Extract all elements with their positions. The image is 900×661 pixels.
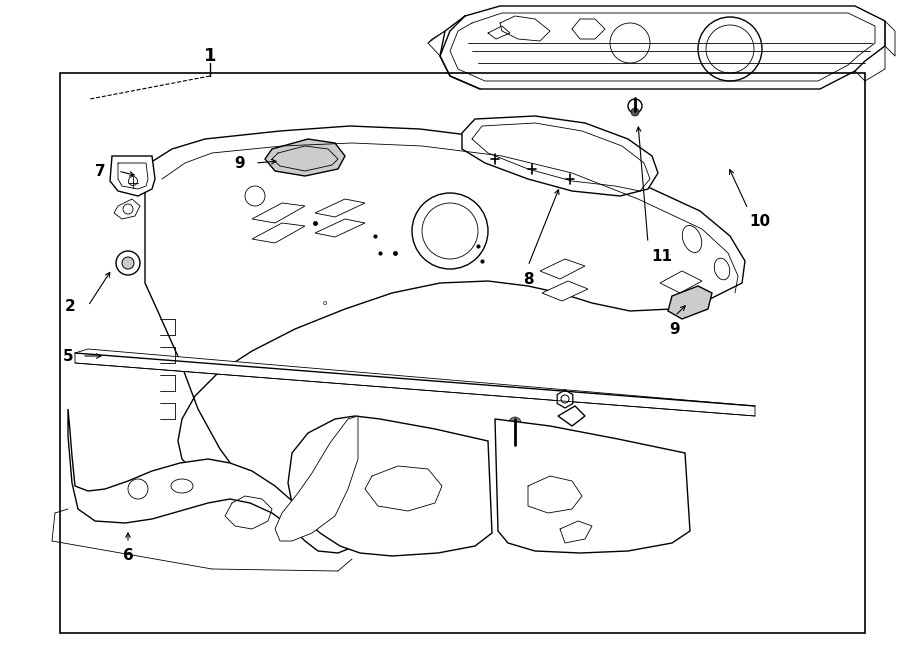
- Polygon shape: [660, 271, 702, 293]
- Polygon shape: [557, 390, 572, 408]
- Text: 6: 6: [122, 549, 133, 563]
- Polygon shape: [75, 349, 755, 416]
- Polygon shape: [145, 126, 745, 481]
- Polygon shape: [114, 199, 140, 219]
- Text: 9: 9: [670, 321, 680, 336]
- Text: 10: 10: [750, 214, 770, 229]
- Polygon shape: [265, 139, 345, 176]
- Polygon shape: [275, 416, 358, 541]
- Polygon shape: [558, 406, 585, 426]
- Text: 11: 11: [652, 249, 672, 264]
- Text: 8: 8: [523, 272, 534, 286]
- Text: o: o: [323, 300, 327, 306]
- Circle shape: [122, 257, 134, 269]
- Polygon shape: [315, 199, 365, 217]
- Text: 2: 2: [65, 299, 76, 313]
- Circle shape: [631, 108, 639, 116]
- Text: 1: 1: [203, 47, 216, 65]
- Circle shape: [509, 417, 521, 429]
- Polygon shape: [542, 281, 588, 301]
- Bar: [60, 73, 865, 633]
- Polygon shape: [495, 419, 690, 553]
- Text: 9: 9: [235, 155, 246, 171]
- Text: 5: 5: [63, 348, 73, 364]
- Polygon shape: [668, 286, 712, 319]
- Polygon shape: [462, 116, 658, 196]
- Polygon shape: [68, 409, 355, 553]
- Polygon shape: [540, 259, 585, 279]
- Polygon shape: [315, 219, 365, 237]
- Text: 7: 7: [94, 163, 105, 178]
- Polygon shape: [288, 416, 492, 556]
- Polygon shape: [110, 156, 155, 196]
- Polygon shape: [252, 203, 305, 223]
- Polygon shape: [252, 223, 305, 243]
